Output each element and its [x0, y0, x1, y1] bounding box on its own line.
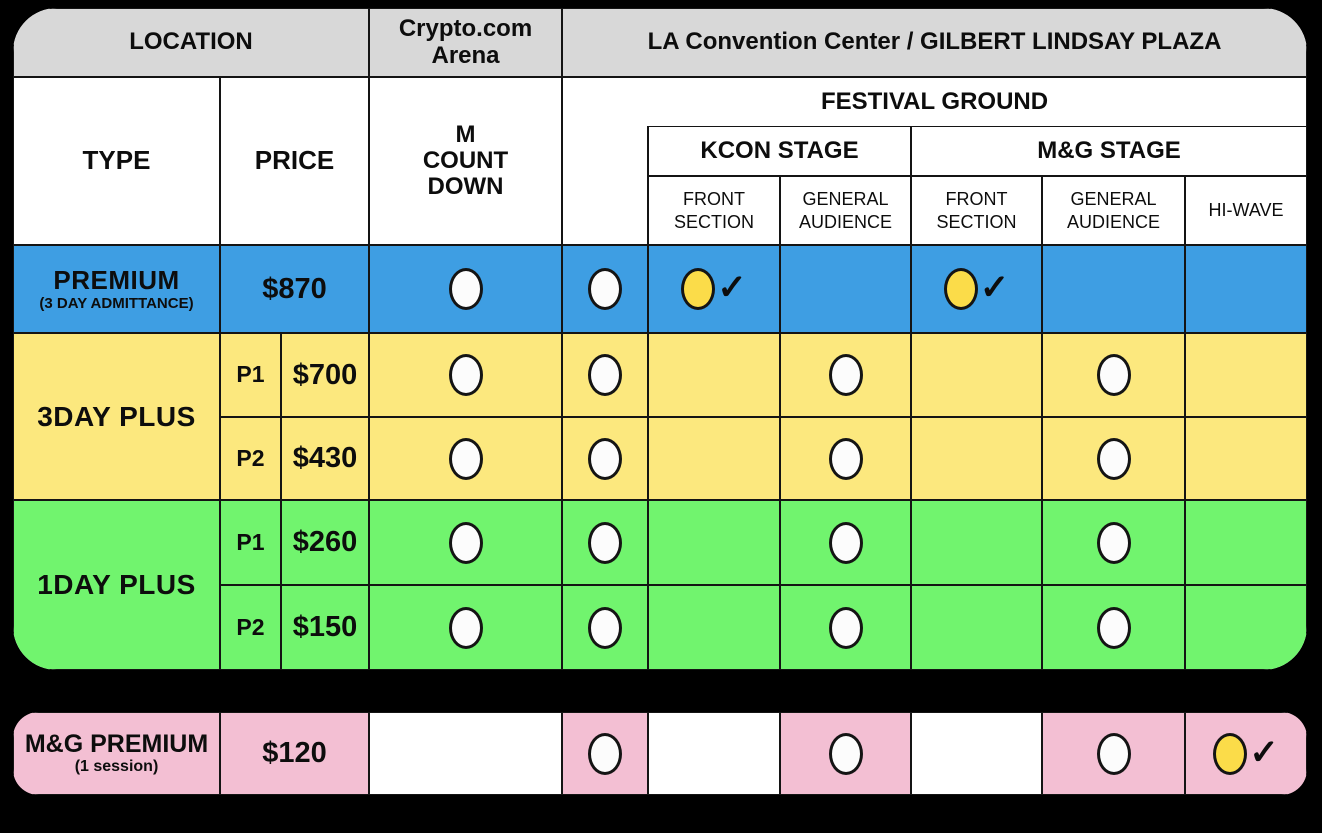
row-premium-type: PREMIUM (3 DAY ADMITTANCE): [13, 245, 220, 333]
mg-stage-header: M&G STAGE: [911, 126, 1307, 176]
threeday-p2-price: $430: [281, 417, 369, 500]
mcountdown-line2: COUNT: [422, 147, 509, 175]
festival-ground-header: FESTIVAL GROUND: [562, 77, 1307, 126]
access-mark-cell: [780, 417, 911, 500]
venue-la-convention: LA Convention Center / GILBERT LINDSAY P…: [562, 8, 1307, 77]
mg-premium-price: $120: [220, 712, 369, 795]
access-mark-cell: [369, 712, 562, 795]
access-mark-cell: [911, 585, 1042, 670]
access-mark-cell: [1042, 585, 1185, 670]
access-mark-cell: [780, 585, 911, 670]
access-mark-cell: [369, 333, 562, 417]
oneday-p1-label: P1: [220, 500, 281, 585]
threeday-p1-label: P1: [220, 333, 281, 417]
access-mark-cell: [911, 333, 1042, 417]
mg-general-audience-header: GENERAL AUDIENCE: [1042, 176, 1185, 245]
mg-premium-name: M&G PREMIUM: [24, 730, 209, 759]
access-mark-cell: [911, 712, 1042, 795]
mg-front-section-header: FRONT SECTION: [911, 176, 1042, 245]
mcountdown-line3: DOWN: [427, 172, 504, 200]
oneday-p2-label: P2: [220, 585, 281, 670]
access-mark-cell: [911, 417, 1042, 500]
mcountdown-column-header: M COUNT DOWN: [369, 77, 562, 245]
access-mark-cell: [1185, 245, 1307, 333]
access-mark-cell: [1042, 500, 1185, 585]
premium-note: (3 DAY ADMITTANCE): [39, 294, 194, 312]
access-mark-cell: [1185, 417, 1307, 500]
access-mark-cell: [648, 417, 780, 500]
hi-wave-header: HI-WAVE: [1185, 176, 1307, 245]
access-mark-cell: [648, 712, 780, 795]
threeday-p2-label: P2: [220, 417, 281, 500]
access-mark-cell: [780, 245, 911, 333]
access-mark-cell: [780, 500, 911, 585]
row-oneday-type: 1DAY PLUS: [13, 500, 220, 670]
access-mark-cell: [1042, 712, 1185, 795]
access-mark-cell: [369, 500, 562, 585]
mg-premium-row: M&G PREMIUM (1 session) $120: [13, 712, 1307, 795]
access-mark-cell: [562, 585, 648, 670]
access-mark-cell: [911, 500, 1042, 585]
access-mark-cell: [648, 333, 780, 417]
kcon-stage-header: KCON STAGE: [648, 126, 911, 176]
ticket-pricing-table: LOCATION Crypto.com Arena LA Convention …: [13, 8, 1307, 670]
access-mark-cell: [562, 417, 648, 500]
access-mark-cell: [911, 245, 1042, 333]
premium-name: PREMIUM: [53, 264, 180, 295]
access-mark-cell: [1042, 333, 1185, 417]
access-mark-cell: [562, 500, 648, 585]
mg-premium-type: M&G PREMIUM (1 session): [13, 712, 220, 795]
access-mark-cell: [369, 417, 562, 500]
kcon-front-section-header: FRONT SECTION: [648, 176, 780, 245]
access-mark-cell: [1042, 417, 1185, 500]
threeday-p1-price: $700: [281, 333, 369, 417]
oneday-p2-price: $150: [281, 585, 369, 670]
access-mark-cell: [780, 712, 911, 795]
price-column-header: PRICE: [220, 77, 369, 245]
kcon-general-audience-header: GENERAL AUDIENCE: [780, 176, 911, 245]
oneday-p1-price: $260: [281, 500, 369, 585]
access-mark-cell: [780, 333, 911, 417]
premium-price: $870: [220, 245, 369, 333]
access-mark-cell: [562, 712, 648, 795]
location-header: LOCATION: [13, 8, 369, 77]
access-mark-cell: [369, 585, 562, 670]
access-mark-cell: [369, 245, 562, 333]
access-mark-cell: [1185, 712, 1307, 795]
access-mark-cell: [562, 245, 648, 333]
row-threeday-type: 3DAY PLUS: [13, 333, 220, 500]
type-column-header: TYPE: [13, 77, 220, 245]
access-mark-cell: [1185, 585, 1307, 670]
access-mark-cell: [562, 333, 648, 417]
access-mark-cell: [648, 245, 780, 333]
access-mark-cell: [648, 585, 780, 670]
access-mark-cell: [1185, 500, 1307, 585]
access-mark-cell: [648, 500, 780, 585]
venue-crypto-arena: Crypto.com Arena: [369, 8, 562, 77]
festival-spacer-cell: [562, 126, 648, 245]
access-mark-cell: [1042, 245, 1185, 333]
access-mark-cell: [1185, 333, 1307, 417]
mg-premium-note: (1 session): [74, 757, 159, 775]
mcountdown-line1: M: [455, 121, 476, 149]
